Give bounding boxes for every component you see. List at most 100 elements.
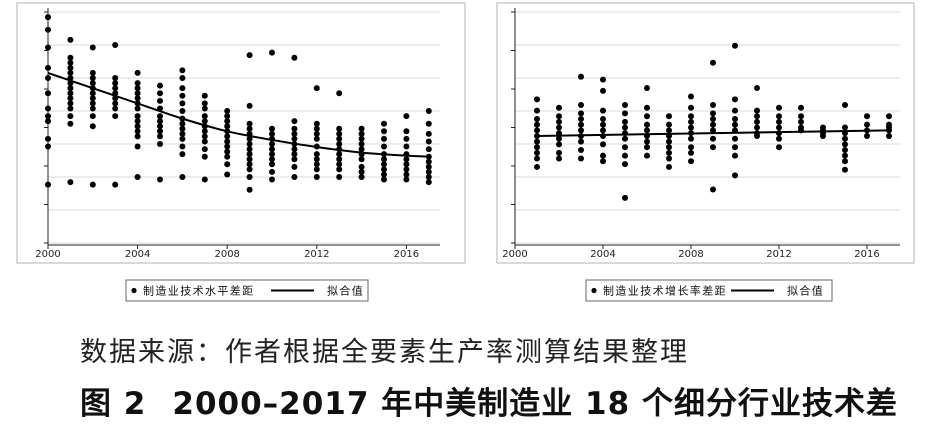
- data-point: [179, 174, 186, 180]
- data-point: [336, 135, 343, 142]
- data-point: [644, 144, 650, 151]
- data-point: [732, 107, 738, 114]
- data-point: [842, 141, 848, 148]
- data-point: [403, 135, 410, 142]
- data-point: [403, 171, 410, 178]
- data-point: [134, 80, 141, 87]
- data-point: [622, 124, 628, 131]
- data-point: [157, 118, 163, 125]
- data-point: [710, 101, 716, 108]
- x-tick-label: 2008: [678, 249, 703, 260]
- data-point: [534, 96, 540, 103]
- data-point: [67, 69, 74, 76]
- data-point: [157, 176, 163, 183]
- data-point: [403, 113, 410, 120]
- x-tick-label: 2012: [304, 249, 329, 260]
- data-point: [732, 96, 738, 103]
- data-point: [246, 141, 253, 147]
- data-point: [67, 95, 74, 102]
- data-point: [246, 166, 253, 173]
- data-point: [336, 125, 343, 132]
- data-point: [336, 90, 343, 97]
- data-point: [732, 121, 738, 128]
- data-point: [291, 174, 298, 180]
- data-point: [534, 116, 540, 123]
- data-point: [600, 107, 606, 114]
- data-point: [842, 135, 848, 142]
- data-point: [776, 104, 782, 111]
- data-point: [600, 132, 606, 139]
- data-point: [776, 124, 782, 131]
- data-point: [666, 138, 672, 145]
- data-point: [157, 123, 163, 130]
- data-point: [224, 133, 231, 140]
- data-point: [134, 90, 141, 97]
- data-point: [134, 133, 141, 140]
- data-point: [157, 82, 163, 89]
- data-point: [358, 168, 365, 175]
- x-tick-label: 2000: [35, 249, 60, 260]
- data-point: [45, 105, 51, 112]
- data-point: [112, 80, 119, 87]
- data-point: [842, 124, 848, 131]
- data-point: [45, 143, 51, 150]
- data-point: [201, 92, 208, 99]
- data-point: [534, 138, 540, 145]
- x-tick-label: 2004: [590, 249, 615, 260]
- data-point: [732, 172, 738, 179]
- data-point: [754, 85, 760, 92]
- data-point: [201, 100, 208, 107]
- data-point: [224, 161, 231, 168]
- data-point: [67, 179, 74, 186]
- data-point: [224, 113, 231, 120]
- data-point: [732, 135, 738, 142]
- data-point: [313, 125, 320, 132]
- data-point: [112, 105, 119, 112]
- data-point: [89, 90, 96, 97]
- x-tick-label: 2016: [854, 249, 879, 260]
- data-point: [644, 85, 650, 92]
- data-point: [112, 42, 119, 48]
- data-point: [600, 76, 606, 83]
- data-point: [776, 130, 782, 137]
- data-point: [666, 155, 672, 162]
- data-point: [381, 161, 387, 168]
- data-point: [776, 113, 782, 120]
- data-point: [224, 153, 231, 160]
- data-point: [556, 118, 562, 125]
- data-point: [381, 120, 387, 127]
- data-point: [291, 54, 298, 61]
- data-point: [313, 151, 320, 158]
- data-point: [179, 120, 186, 127]
- data-point: [45, 135, 51, 142]
- data-point: [291, 163, 298, 170]
- data-point: [291, 151, 298, 158]
- data-point: [842, 158, 848, 165]
- data-point: [666, 163, 672, 170]
- data-point: [776, 135, 782, 142]
- data-point: [112, 100, 119, 107]
- data-point: [425, 174, 432, 180]
- data-point: [336, 141, 343, 147]
- data-point: [798, 113, 804, 120]
- data-point: [45, 90, 51, 97]
- data-point: [179, 143, 186, 150]
- data-point: [578, 116, 584, 123]
- data-point: [157, 133, 163, 140]
- data-point: [710, 110, 716, 117]
- data-point: [89, 123, 96, 130]
- data-point: [179, 75, 186, 81]
- data-point: [358, 174, 365, 180]
- data-point: [89, 75, 96, 81]
- data-point: [67, 100, 74, 107]
- fitted-line: [536, 129, 890, 137]
- data-point: [224, 143, 231, 150]
- data-point: [425, 138, 432, 145]
- data-point: [600, 116, 606, 123]
- data-point: [89, 44, 96, 51]
- data-point: [710, 116, 716, 123]
- data-point: [134, 85, 141, 92]
- data-point: [67, 54, 74, 61]
- chart-frame: [496, 2, 915, 264]
